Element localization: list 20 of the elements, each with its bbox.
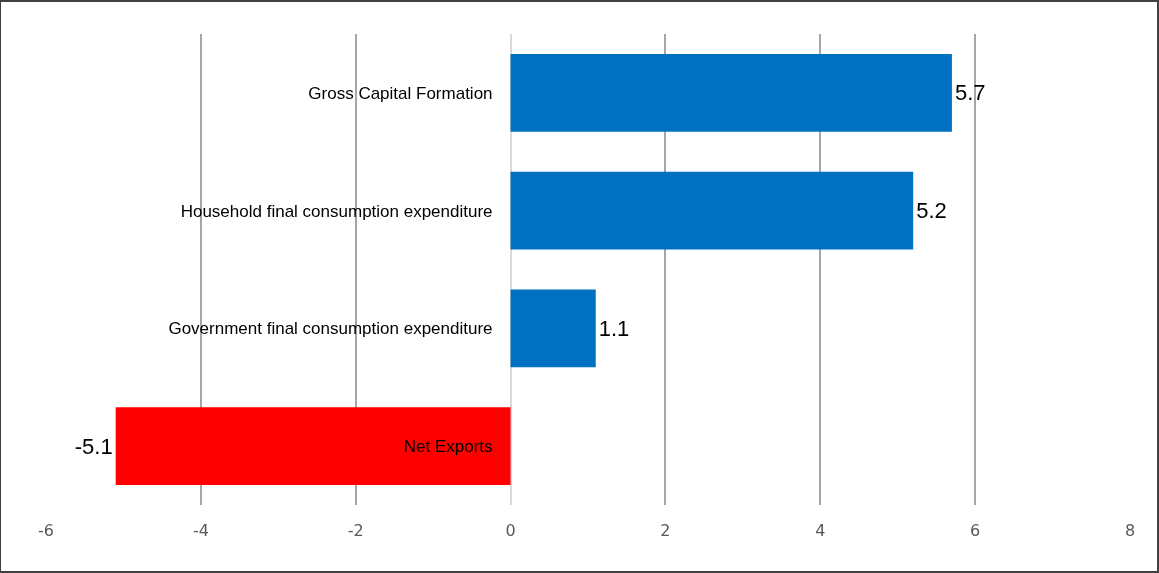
y-tick-label: Household final consumption expenditure: [180, 201, 493, 221]
x-tick-label: 2: [660, 521, 671, 540]
bar: [115, 407, 511, 485]
x-tick-label: 6: [970, 521, 981, 540]
data-label: 5.7: [954, 80, 986, 106]
y-tick-label: Net Exports: [403, 437, 493, 457]
y-tick-label: Gross Capital Formation: [308, 83, 493, 103]
x-tick-label: 0: [505, 521, 516, 540]
data-label: -5.1: [74, 433, 113, 459]
x-tick-label: -6: [38, 521, 54, 540]
x-tick-label: -2: [347, 521, 364, 540]
y-tick-label: Government final consumption expenditure: [168, 319, 493, 339]
bar: [510, 171, 914, 250]
bar: [510, 54, 952, 132]
data-label: 1.1: [598, 315, 630, 341]
x-tick-label: -4: [192, 521, 209, 540]
bar: [510, 289, 596, 368]
x-tick-label: 8: [1124, 521, 1136, 540]
x-tick-label: 4: [815, 521, 826, 540]
data-label: 5.2: [916, 198, 947, 224]
